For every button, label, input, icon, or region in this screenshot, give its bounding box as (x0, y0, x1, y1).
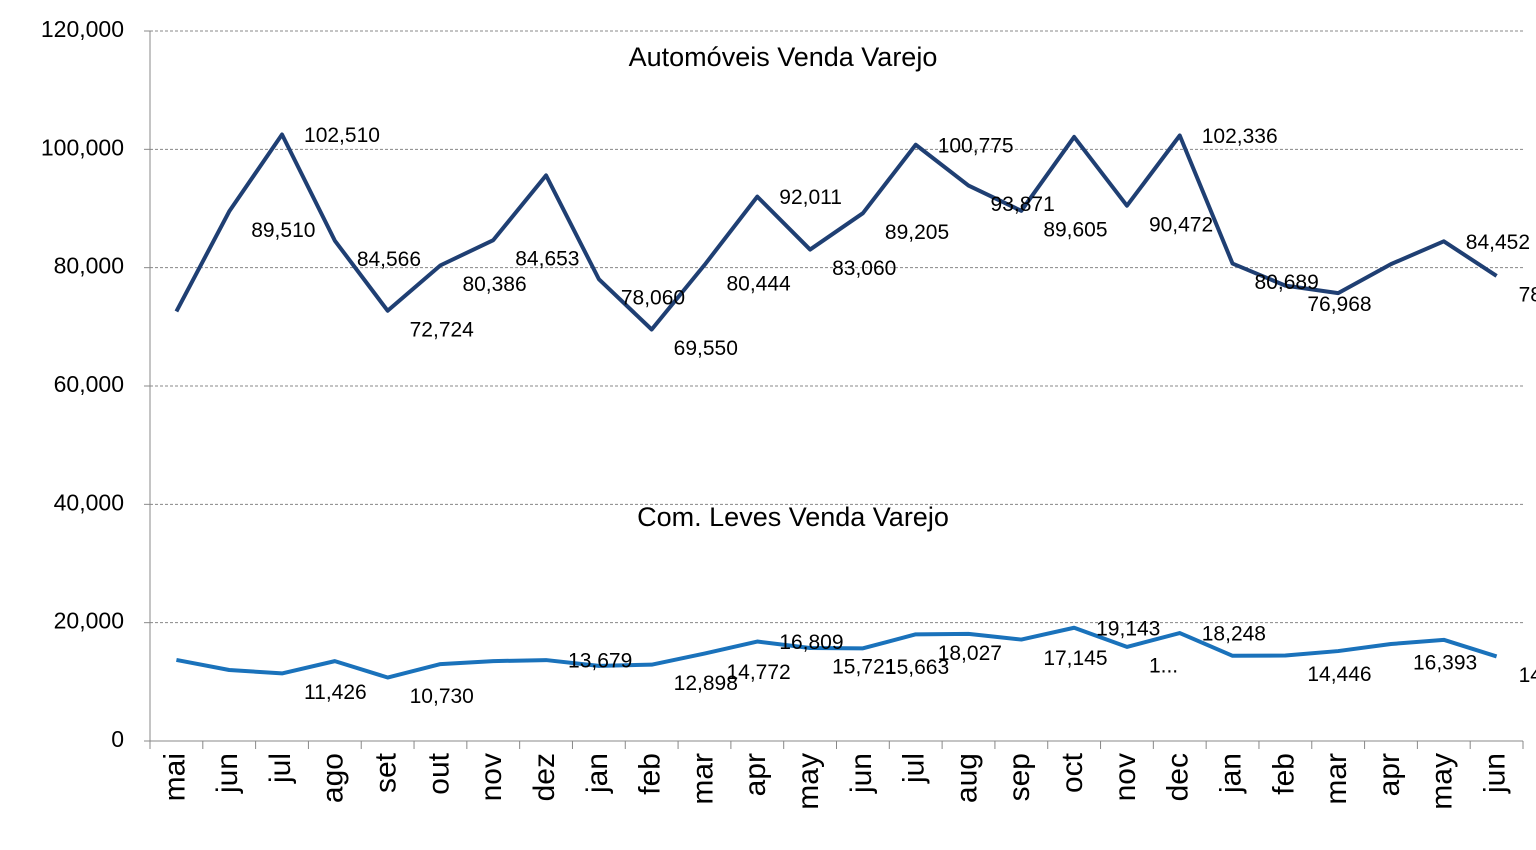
data-label: 92,011 (779, 186, 842, 209)
x-tick-label: mar (686, 753, 719, 805)
x-tick-label: dec (1162, 753, 1195, 801)
x-tick-label: mar (1320, 753, 1353, 805)
x-tick-label: feb (634, 753, 667, 795)
series-line (174, 132, 1498, 332)
data-label: 78,060 (621, 287, 685, 310)
data-label: 19,143 (1096, 617, 1160, 640)
data-label: 93,871 (991, 193, 1055, 216)
data-label: 18,248 (1202, 623, 1266, 646)
data-label: 13,679 (568, 650, 632, 673)
data-label: 14,297 (1519, 664, 1536, 687)
data-label: 15,721 (832, 656, 896, 679)
data-label: 89,205 (885, 221, 949, 244)
data-label: 89,605 (1043, 218, 1107, 241)
y-tick-label: 0 (111, 726, 124, 752)
data-label: 90,472 (1149, 213, 1213, 236)
x-tick-label: may (792, 753, 825, 810)
data-label: 76,968 (1307, 293, 1371, 316)
x-tick-label: feb (1267, 753, 1300, 795)
x-tick-label: jul (264, 753, 297, 784)
y-tick-label: 100,000 (41, 134, 124, 160)
x-tick-label: nov (475, 753, 508, 801)
data-label: 14,772 (726, 661, 790, 684)
data-label: 84,452 (1466, 231, 1530, 254)
x-tick-label: jan (1214, 753, 1247, 794)
x-tick-label: apr (739, 753, 772, 796)
x-tick-label: may (1426, 753, 1459, 810)
x-tick-label: mai (158, 753, 191, 801)
x-tick-label: apr (1373, 753, 1406, 796)
data-label: 17,145 (1043, 647, 1107, 670)
series-title: Com. Leves Venda Varejo (637, 502, 949, 532)
data-label: 102,336 (1202, 125, 1278, 148)
x-tick-label: jun (845, 753, 878, 794)
data-label: 15,663 (885, 656, 949, 679)
x-tick-label: jun (1479, 753, 1512, 794)
x-tick-label: out (422, 752, 455, 794)
x-tick-label: nov (1109, 753, 1142, 801)
x-tick-label: oct (1056, 752, 1089, 793)
y-tick-label: 120,000 (41, 16, 124, 42)
data-label: 14,446 (1307, 663, 1371, 686)
y-tick-label: 40,000 (54, 489, 124, 515)
y-tick-label: 80,000 (54, 253, 124, 279)
x-tick-label: ago (317, 753, 350, 803)
data-label: 69,550 (674, 337, 738, 360)
data-label: 80,444 (726, 273, 791, 296)
data-label: 11,426 (304, 681, 367, 704)
data-label: 1... (1149, 654, 1178, 677)
x-tick-label: sep (1003, 753, 1036, 801)
y-tick-label: 60,000 (54, 371, 124, 397)
data-label: 83,060 (832, 257, 896, 280)
data-label: 10,730 (410, 685, 474, 708)
data-label: 16,393 (1413, 652, 1477, 675)
data-label: 72,724 (410, 318, 475, 341)
data-label: 80,386 (462, 273, 526, 296)
data-label: 84,566 (357, 248, 421, 271)
series-title: Automóveis Venda Varejo (629, 42, 938, 72)
data-label: 18,027 (938, 642, 1002, 665)
data-label: 78,609 (1519, 283, 1536, 306)
x-tick-label: set (370, 752, 403, 793)
x-tick-label: aug (950, 753, 983, 803)
x-tick-label: dez (528, 753, 561, 801)
data-label: 84,653 (515, 248, 579, 271)
data-label: 80,689 (1255, 271, 1319, 294)
y-tick-label: 20,000 (54, 608, 124, 634)
data-label: 89,510 (251, 219, 315, 242)
x-tick-label: jun (211, 753, 244, 794)
data-label: 100,775 (938, 134, 1014, 157)
x-tick-label: jul (898, 753, 931, 784)
data-label: 16,809 (779, 631, 843, 654)
data-label: 102,510 (304, 124, 380, 147)
series-line (176, 625, 1498, 680)
x-tick-label: jan (581, 753, 614, 794)
data-label: 12,898 (674, 672, 738, 695)
